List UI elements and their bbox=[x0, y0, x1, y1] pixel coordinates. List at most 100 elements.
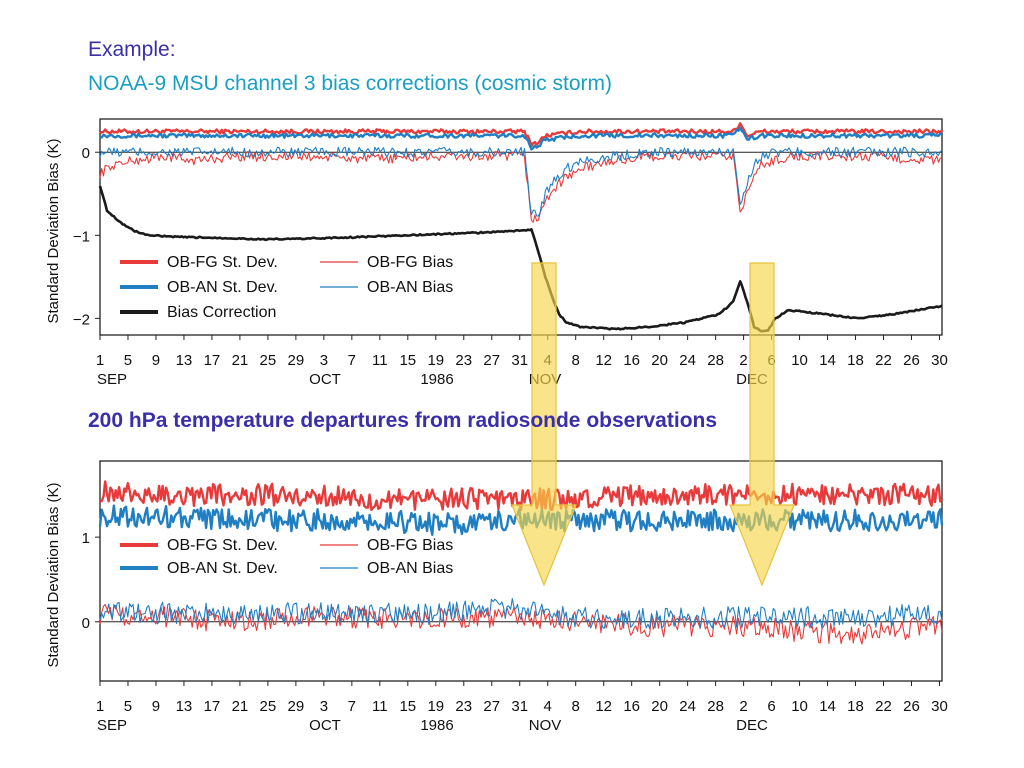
month-label: SEP bbox=[97, 717, 127, 734]
x-tick-label: 24 bbox=[679, 698, 696, 715]
x-tick-label: 14 bbox=[819, 352, 836, 369]
x-tick-label: 2 bbox=[739, 698, 747, 715]
x-tick-label: 27 bbox=[483, 352, 500, 369]
x-tick-label: 1 bbox=[96, 698, 104, 715]
x-tick-label: 31 bbox=[511, 698, 528, 715]
x-tick-label: 5 bbox=[124, 352, 132, 369]
x-tick-label: 22 bbox=[875, 698, 892, 715]
x-tick-label: 21 bbox=[232, 352, 249, 369]
x-tick-label: 6 bbox=[767, 698, 775, 715]
legend-label: OB-AN Bias bbox=[367, 279, 453, 296]
month-label: DEC bbox=[736, 717, 768, 734]
month-label: SEP bbox=[97, 371, 127, 388]
x-tick-label: 26 bbox=[903, 352, 920, 369]
second-heading: 200 hPa temperature departures from radi… bbox=[88, 409, 718, 432]
month-label: OCT bbox=[309, 371, 341, 388]
x-tick-label: 17 bbox=[204, 352, 221, 369]
legend-label: OB-FG Bias bbox=[367, 254, 453, 271]
month-label: NOV bbox=[529, 717, 562, 734]
slide-subtitle: NOAA-9 MSU channel 3 bias corrections (c… bbox=[88, 72, 612, 95]
x-tick-label: 26 bbox=[903, 698, 920, 715]
x-tick-label: 10 bbox=[791, 698, 808, 715]
y-axis-label: Standard Deviation Bias (K) bbox=[45, 138, 62, 323]
legend-label: OB-FG Bias bbox=[367, 537, 453, 554]
x-tick-label: 3 bbox=[320, 698, 328, 715]
x-tick-label: 30 bbox=[931, 352, 948, 369]
x-tick-label: 11 bbox=[372, 698, 388, 715]
x-tick-label: 18 bbox=[847, 352, 864, 369]
legend-label: OB-FG St. Dev. bbox=[167, 537, 278, 554]
series-line bbox=[99, 150, 943, 223]
x-tick-label: 30 bbox=[931, 698, 948, 715]
x-tick-label: 2 bbox=[739, 352, 747, 369]
series-line bbox=[99, 122, 944, 148]
x-tick-label: 16 bbox=[623, 352, 640, 369]
series-line bbox=[99, 603, 943, 645]
x-tick-label: 13 bbox=[176, 352, 193, 369]
series-line bbox=[99, 126, 943, 151]
x-tick-label: 24 bbox=[679, 352, 696, 369]
x-tick-label: 20 bbox=[651, 352, 668, 369]
x-tick-label: 12 bbox=[595, 698, 612, 715]
x-tick-label: 29 bbox=[288, 698, 305, 715]
y-tick-label: 0 bbox=[82, 615, 90, 632]
x-tick-label: 22 bbox=[875, 352, 892, 369]
x-tick-label: 25 bbox=[260, 352, 277, 369]
x-tick-label: 28 bbox=[707, 352, 724, 369]
x-tick-label: 31 bbox=[511, 352, 528, 369]
x-tick-label: 25 bbox=[260, 698, 277, 715]
down-arrow bbox=[511, 262, 577, 587]
y-axis-label: Standard Deviation Bias (K) bbox=[45, 482, 62, 667]
legend-label: OB-AN St. Dev. bbox=[167, 560, 278, 577]
x-tick-label: 19 bbox=[427, 352, 444, 369]
x-tick-label: 18 bbox=[847, 698, 864, 715]
x-tick-label: 15 bbox=[399, 352, 416, 369]
legend: OB-FG St. Dev. OB-FG Bias OB-AN St. Dev. OB… bbox=[120, 254, 453, 321]
x-tick-label: 15 bbox=[399, 698, 416, 715]
x-tick-label: 9 bbox=[152, 352, 160, 369]
series-line bbox=[98, 185, 943, 333]
x-tick-label: 13 bbox=[176, 698, 193, 715]
x-tick-label: 3 bbox=[320, 352, 328, 369]
x-tick-label: 12 bbox=[595, 352, 612, 369]
month-label: 1986 bbox=[420, 717, 453, 734]
x-tick-label: 5 bbox=[124, 698, 132, 715]
x-tick-label: 7 bbox=[348, 352, 356, 369]
month-label: OCT bbox=[309, 717, 341, 734]
x-tick-label: 27 bbox=[483, 698, 500, 715]
x-tick-label: 14 bbox=[819, 698, 836, 715]
y-tick-label: −2 bbox=[73, 311, 90, 328]
legend-label: OB-AN Bias bbox=[367, 560, 453, 577]
x-tick-label: 23 bbox=[455, 698, 472, 715]
x-tick-label: 11 bbox=[372, 352, 388, 369]
down-arrow bbox=[729, 262, 795, 587]
x-tick-label: 20 bbox=[651, 698, 668, 715]
x-tick-label: 8 bbox=[572, 352, 580, 369]
y-tick-label: 1 bbox=[82, 530, 90, 547]
x-tick-label: 23 bbox=[455, 352, 472, 369]
x-tick-label: 9 bbox=[152, 698, 160, 715]
x-tick-label: 4 bbox=[544, 698, 552, 715]
legend-label: OB-AN St. Dev. bbox=[167, 279, 278, 296]
x-tick-label: 1 bbox=[96, 352, 104, 369]
example-label: Example: bbox=[88, 38, 176, 61]
x-tick-label: 28 bbox=[707, 698, 724, 715]
x-tick-label: 19 bbox=[427, 698, 444, 715]
series-line bbox=[99, 598, 943, 630]
x-tick-label: 29 bbox=[288, 352, 305, 369]
x-tick-label: 16 bbox=[623, 698, 640, 715]
series-line bbox=[99, 146, 943, 217]
legend: OB-FG St. Dev. OB-FG Bias OB-AN St. Dev. OB… bbox=[120, 537, 453, 577]
y-tick-label: −1 bbox=[73, 228, 90, 245]
x-tick-label: 8 bbox=[572, 698, 580, 715]
x-tick-label: 7 bbox=[348, 698, 356, 715]
y-tick-label: 0 bbox=[82, 145, 90, 162]
x-tick-label: 17 bbox=[204, 698, 221, 715]
highlight-arrows bbox=[511, 262, 795, 587]
legend-label: Bias Correction bbox=[167, 304, 276, 321]
legend-label: OB-FG St. Dev. bbox=[167, 254, 278, 271]
month-label: 1986 bbox=[420, 371, 453, 388]
